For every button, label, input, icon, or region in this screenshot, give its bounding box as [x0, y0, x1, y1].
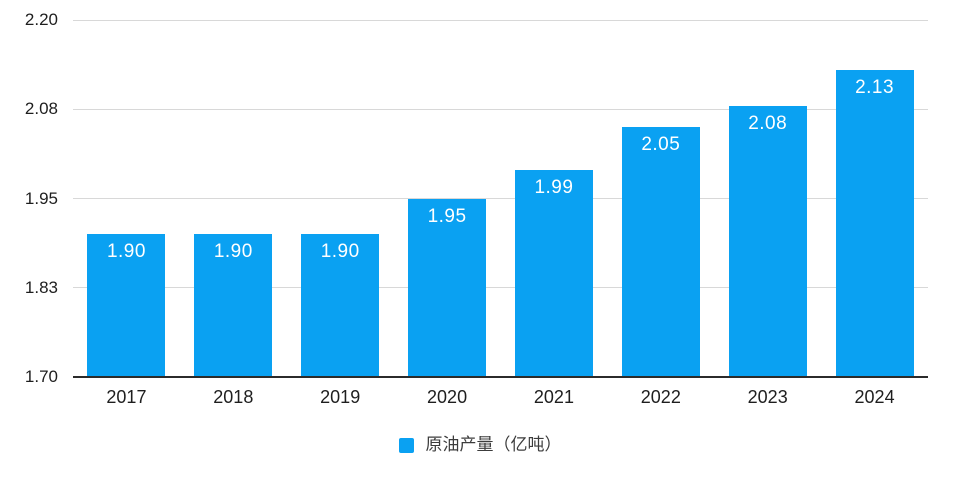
bar-2020: 1.95	[408, 198, 487, 377]
gridline	[73, 108, 928, 110]
y-tick-label: 2.20	[24, 10, 58, 29]
x-tick-label: 2024	[854, 387, 895, 407]
y-tick-label: 2.08	[24, 99, 58, 119]
bar-2022: 2.05	[621, 127, 700, 377]
legend-swatch-icon	[398, 437, 414, 453]
y-tick-label: 1.83	[24, 277, 58, 297]
bar-value-label: 2.13	[855, 76, 895, 98]
x-tick-label: 2021	[533, 387, 574, 407]
y-tick-label: 1.70	[24, 367, 58, 386]
x-tick-label: 2017	[106, 387, 147, 407]
gridline	[73, 287, 928, 289]
legend: 原油产量（亿吨）	[0, 433, 960, 457]
bar-value-label: 2.08	[748, 112, 788, 134]
bar-2023: 2.08	[728, 105, 807, 377]
bar-value-label: 1.90	[106, 241, 146, 263]
gridline	[73, 198, 928, 199]
bar-value-label: 1.90	[320, 241, 360, 263]
bar-value-label: 1.90	[213, 241, 253, 263]
x-tick-label: 2018	[213, 387, 254, 407]
bar-value-label: 2.05	[641, 134, 681, 156]
bar-2024: 2.13	[835, 69, 914, 377]
y-tick-label: 1.95	[24, 188, 58, 208]
legend-label: 原油产量（亿吨）	[425, 435, 562, 454]
bar-2018: 1.90	[194, 234, 273, 377]
gridline	[73, 19, 928, 21]
x-tick-label: 2020	[427, 387, 468, 407]
x-tick-label: 2019	[320, 387, 361, 407]
bar-2017: 1.90	[87, 234, 166, 377]
bar-value-label: 1.99	[534, 176, 574, 198]
bar-2019: 1.90	[301, 234, 380, 377]
bar-value-label: 1.95	[427, 205, 467, 227]
x-axis-line	[73, 376, 928, 378]
bar-2021: 1.99	[514, 169, 593, 377]
x-tick-label: 2023	[747, 387, 788, 407]
x-tick-label: 2022	[640, 387, 681, 407]
